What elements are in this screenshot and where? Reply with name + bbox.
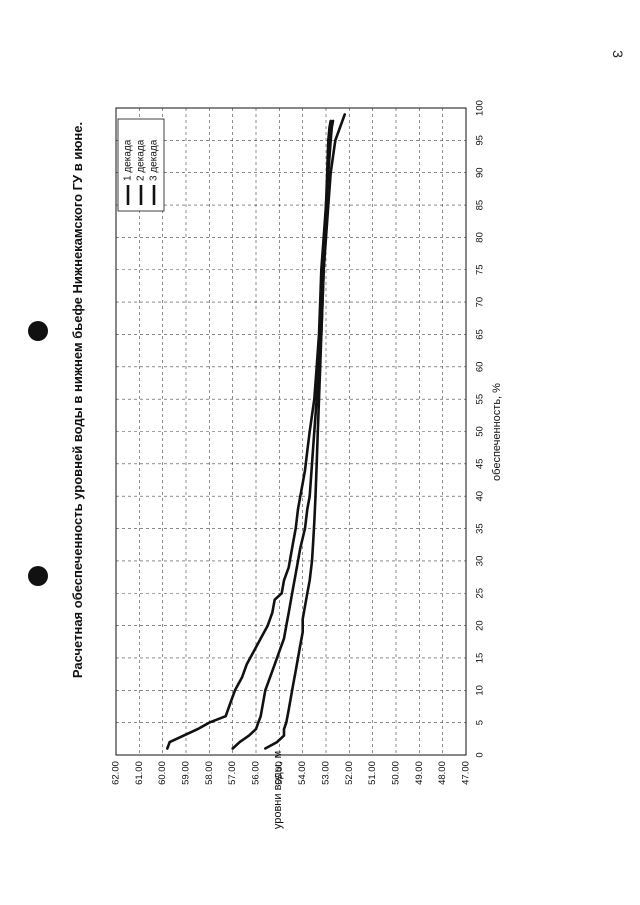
x-tick-label: 65 xyxy=(475,329,486,340)
chart-title: Расчетная обеспеченность уровней воды в … xyxy=(70,122,85,678)
y-tick-label: 58.00 xyxy=(204,761,215,785)
legend-label-2: 2 декада xyxy=(136,139,147,181)
x-tick-label: 75 xyxy=(475,264,486,275)
x-tick-label: 85 xyxy=(475,200,486,211)
x-tick-label: 30 xyxy=(475,556,486,567)
y-tick-label: 47.00 xyxy=(461,761,472,785)
y-tick-label: 48.00 xyxy=(437,761,448,785)
x-tick-label: 70 xyxy=(475,297,486,308)
y-tick-label: 55.00 xyxy=(274,761,285,785)
y-tick-label: 57.00 xyxy=(227,761,238,785)
x-tick-label: 50 xyxy=(475,426,486,437)
y-tick-label: 53.00 xyxy=(321,761,332,785)
x-tick-label: 45 xyxy=(475,459,486,470)
x-tick-label: 55 xyxy=(475,394,486,405)
y-tick-label: 56.00 xyxy=(251,761,262,785)
x-tick-label: 25 xyxy=(475,588,486,599)
y-tick-label: 50.00 xyxy=(391,761,402,785)
x-axis-label: обеспеченность, % xyxy=(491,383,503,481)
x-tick-label: 20 xyxy=(475,620,486,631)
y-tick-label: 62.00 xyxy=(111,761,122,785)
x-ticks: 0 5 10 15 20 25 30 35 40 45 50 55 60 65 70 75 80 85 90 95 10… xyxy=(475,100,486,758)
x-tick-label: 15 xyxy=(475,653,486,664)
y-tick-label: 51.00 xyxy=(367,761,378,785)
y-axis-label: уровни воды, м xyxy=(272,751,284,829)
x-tick-label: 80 xyxy=(475,232,486,243)
chart-grid xyxy=(116,108,466,755)
x-tick-label: 5 xyxy=(475,720,486,725)
y-ticks: 47.00 48.00 49.00 50.00 51.00 52.00 53.00 54.00… xyxy=(111,761,472,785)
x-tick-label: 0 xyxy=(475,752,486,757)
y-tick-label: 54.00 xyxy=(297,761,308,785)
x-tick-label: 95 xyxy=(475,135,486,146)
series-line-3 xyxy=(263,119,333,750)
y-tick-label: 61.00 xyxy=(134,761,145,785)
series-layer xyxy=(166,113,347,750)
x-tick-label: 60 xyxy=(475,362,486,373)
y-tick-label: 60.00 xyxy=(157,761,168,785)
chart-legend: 1 декада 2 декада 3 декада xyxy=(117,118,165,212)
x-tick-label: 10 xyxy=(475,685,486,696)
x-tick-label: 35 xyxy=(475,523,486,534)
y-tick-label: 52.00 xyxy=(344,761,355,785)
x-tick-label: 90 xyxy=(475,167,486,178)
punch-hole-bottom xyxy=(28,566,48,586)
x-tick-label: 40 xyxy=(475,491,486,502)
legend-label-3: 3 декада xyxy=(149,139,160,181)
series-line-1 xyxy=(166,119,335,750)
y-tick-label: 49.00 xyxy=(414,761,425,785)
punch-hole-top xyxy=(28,321,48,341)
plot-frame xyxy=(115,107,467,756)
legend-label-1: 1 декада xyxy=(123,139,134,181)
x-tick-label: 100 xyxy=(475,100,486,116)
y-tick-label: 59.00 xyxy=(181,761,192,785)
